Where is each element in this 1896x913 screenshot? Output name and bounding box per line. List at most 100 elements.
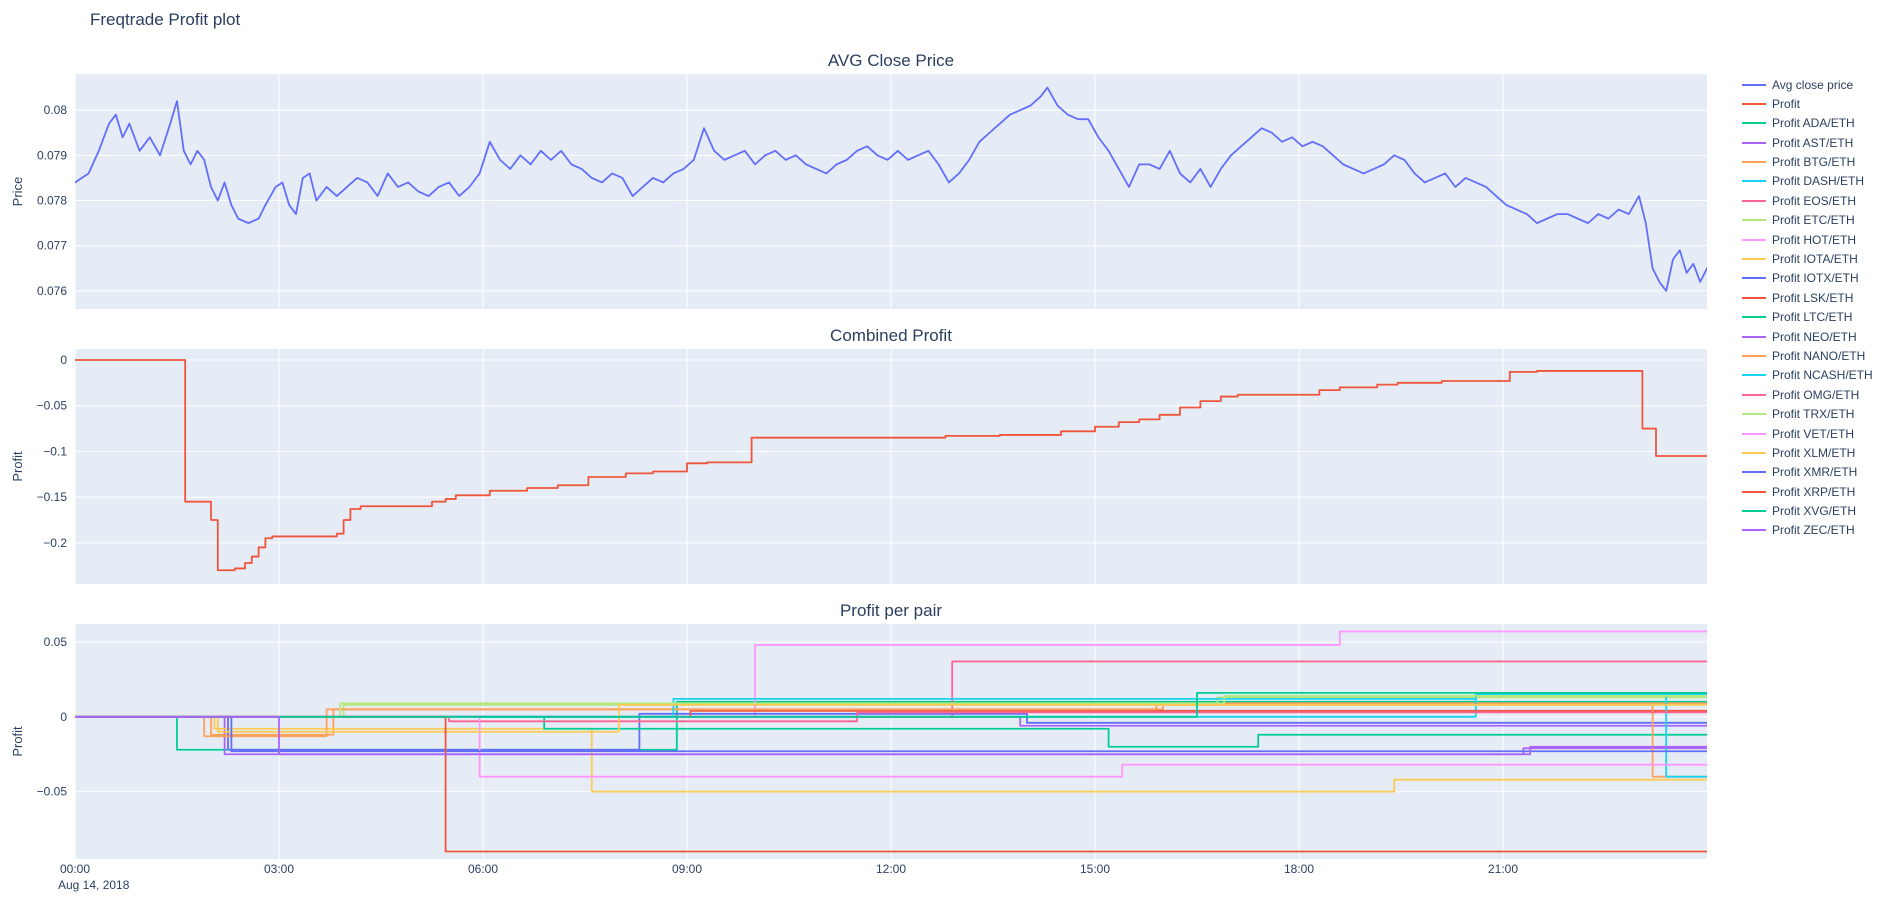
y-axis-title: Profit xyxy=(10,726,25,757)
legend-line-swatch xyxy=(1742,374,1766,377)
chart-title-profit-per-pair: Profit per pair xyxy=(839,601,943,620)
chart-title-combined-profit: Combined Profit xyxy=(830,326,952,345)
legend-item-profit[interactable]: Profit xyxy=(1742,96,1873,111)
series-line-profit-iotx-eth[interactable] xyxy=(75,712,1707,751)
legend-label: Profit IOTA/ETH xyxy=(1772,252,1858,267)
plot-svg-avg-close-price[interactable]: 0.076 0.077 0.078 0.079 0.08 Price xyxy=(0,74,1707,309)
legend-label: Profit NANO/ETH xyxy=(1772,348,1866,363)
legend-label: Profit XLM/ETH xyxy=(1772,445,1856,460)
legend-line-swatch xyxy=(1742,393,1766,396)
legend-item-profit-xrp-eth[interactable]: Profit XRP/ETH xyxy=(1742,485,1873,499)
plot-avg-close-price[interactable]: 0.076 0.077 0.078 0.079 0.08 Price xyxy=(0,74,1707,309)
legend-label: Avg close price xyxy=(1772,77,1854,92)
legend-line-swatch xyxy=(1742,277,1766,280)
legend-label: Profit TRX/ETH xyxy=(1772,407,1855,422)
legend-item-profit-etc-eth[interactable]: Profit ETC/ETH xyxy=(1742,213,1873,228)
legend-item-profit-dash-eth[interactable]: Profit DASH/ETH xyxy=(1742,174,1873,189)
plot-svg-profit-per-pair[interactable]: −0.05 0 0.05 Profit xyxy=(0,624,1707,859)
legend-item-profit-hot-eth[interactable]: Profit HOT/ETH xyxy=(1742,232,1873,247)
y-tick-label: 0.077 xyxy=(37,239,67,253)
legend-item-profit-lsk-eth[interactable]: Profit LSK/ETH xyxy=(1742,291,1873,305)
series-line-profit-xvg-eth[interactable] xyxy=(75,691,1707,718)
x-axis-date-label: Aug 14, 2018 xyxy=(58,878,130,892)
legend-item-profit-ada-eth[interactable]: Profit ADA/ETH xyxy=(1742,116,1873,130)
plot-svg-combined-profit[interactable]: −0.2 −0.15 −0.1 −0.05 0 Profit xyxy=(0,349,1707,584)
legend-line-swatch xyxy=(1742,432,1766,435)
series-line-profit-iota-eth[interactable] xyxy=(75,715,1707,793)
legend: Avg close price Profit Profit ADA/ETH Profi… xyxy=(1742,78,1873,537)
legend-item-profit-iota-eth[interactable]: Profit IOTA/ETH xyxy=(1742,252,1873,267)
series-line-profit-zec-eth[interactable] xyxy=(75,715,1707,756)
legend-item-profit-eos-eth[interactable]: Profit EOS/ETH xyxy=(1742,193,1873,208)
legend-item-profit-zec-eth[interactable]: Profit ZEC/ETH xyxy=(1742,523,1873,537)
legend-line-swatch xyxy=(1742,510,1766,513)
legend-item-profit-xlm-eth[interactable]: Profit XLM/ETH xyxy=(1742,445,1873,460)
legend-label: Profit AST/ETH xyxy=(1772,135,1854,150)
series-line-profit[interactable] xyxy=(75,359,1707,572)
legend-line-swatch xyxy=(1742,219,1766,222)
series-line-profit-nano-eth[interactable] xyxy=(75,703,1707,778)
legend-label: Profit DASH/ETH xyxy=(1772,174,1865,189)
legend-item-profit-vet-eth[interactable]: Profit VET/ETH xyxy=(1742,426,1873,441)
y-tick-label: −0.2 xyxy=(43,536,67,550)
legend-line-swatch xyxy=(1742,180,1766,183)
legend-item-avg-close-price[interactable]: Avg close price xyxy=(1742,77,1873,92)
chart-combined-profit: Combined Profit −0.2 −0.15 −0.1 −0.05 0 Profi… xyxy=(0,323,1707,584)
legend-line-swatch xyxy=(1742,354,1766,357)
legend-item-profit-iotx-eth[interactable]: Profit IOTX/ETH xyxy=(1742,271,1873,285)
legend-label: Profit LTC/ETH xyxy=(1772,310,1853,325)
legend-item-profit-trx-eth[interactable]: Profit TRX/ETH xyxy=(1742,407,1873,422)
legend-label: Profit EOS/ETH xyxy=(1772,193,1857,208)
legend-item-profit-ltc-eth[interactable]: Profit LTC/ETH xyxy=(1742,310,1873,325)
y-tick-label: −0.1 xyxy=(43,444,67,458)
x-tick-label-15-00: 15:00 xyxy=(1079,862,1111,876)
x-tick-label-06-00: 06:00 xyxy=(467,862,499,876)
series-line-avg-close-price[interactable] xyxy=(75,86,1707,292)
chart-title-avg-close-price: AVG Close Price xyxy=(827,51,955,70)
series-line-profit-ltc-eth[interactable] xyxy=(75,715,1707,748)
plot-profit-per-pair[interactable]: −0.05 0 0.05 Profit xyxy=(0,624,1707,859)
legend-label: Profit ETC/ETH xyxy=(1772,213,1855,228)
legend-line-swatch xyxy=(1742,335,1766,338)
y-tick-label: −0.05 xyxy=(37,785,68,799)
x-tick-label-12-00: 12:00 xyxy=(875,862,907,876)
x-tick-label-21-00: 21:00 xyxy=(1487,862,1519,876)
legend-item-profit-btg-eth[interactable]: Profit BTG/ETH xyxy=(1742,155,1873,170)
legend-item-profit-neo-eth[interactable]: Profit NEO/ETH xyxy=(1742,330,1873,344)
legend-item-profit-omg-eth[interactable]: Profit OMG/ETH xyxy=(1742,387,1873,402)
legend-label: Profit xyxy=(1772,96,1801,111)
legend-item-profit-nano-eth[interactable]: Profit NANO/ETH xyxy=(1742,348,1873,363)
legend-line-swatch xyxy=(1742,199,1766,202)
legend-line-swatch xyxy=(1742,122,1766,125)
legend-line-swatch xyxy=(1742,490,1766,493)
chart-profit-per-pair: Profit per pair −0.05 0 0.05 Profit xyxy=(0,598,1707,859)
plot-combined-profit[interactable]: −0.2 −0.15 −0.1 −0.05 0 Profit xyxy=(0,349,1707,584)
legend-label: Profit BTG/ETH xyxy=(1772,155,1856,170)
legend-item-profit-ast-eth[interactable]: Profit AST/ETH xyxy=(1742,135,1873,150)
legend-label: Profit OMG/ETH xyxy=(1772,387,1860,402)
legend-line-swatch xyxy=(1742,451,1766,454)
legend-line-swatch xyxy=(1742,316,1766,319)
legend-label: Profit NCASH/ETH xyxy=(1772,368,1873,383)
x-tick-label-03-00: 03:00 xyxy=(263,862,295,876)
legend-line-swatch xyxy=(1742,258,1766,261)
legend-item-profit-xmr-eth[interactable]: Profit XMR/ETH xyxy=(1742,465,1873,479)
y-tick-label: 0 xyxy=(60,353,67,367)
legend-item-profit-ncash-eth[interactable]: Profit NCASH/ETH xyxy=(1742,368,1873,383)
y-axis-title: Profit xyxy=(10,451,25,482)
x-tick-label-00-00: 00:00 xyxy=(59,862,91,876)
x-tick-label-09-00: 09:00 xyxy=(671,862,703,876)
legend-line-swatch xyxy=(1742,471,1766,474)
legend-line-swatch xyxy=(1742,238,1766,241)
legend-label: Profit XVG/ETH xyxy=(1772,504,1857,519)
legend-label: Profit HOT/ETH xyxy=(1772,232,1857,247)
legend-line-swatch xyxy=(1742,141,1766,144)
legend-line-swatch xyxy=(1742,161,1766,164)
chart-avg-close-price: AVG Close Price 0.076 0.077 0.078 0.079 0.08… xyxy=(0,48,1707,309)
legend-label: Profit VET/ETH xyxy=(1772,426,1855,441)
page-title: Freqtrade Profit plot xyxy=(90,10,241,29)
legend-item-profit-xvg-eth[interactable]: Profit XVG/ETH xyxy=(1742,504,1873,519)
y-tick-label: −0.05 xyxy=(37,399,68,413)
y-axis-title: Price xyxy=(10,177,25,207)
x-axis: Aug 14, 2018 00:00 03:00 06:00 09:00 12:00 15… xyxy=(0,859,1707,893)
